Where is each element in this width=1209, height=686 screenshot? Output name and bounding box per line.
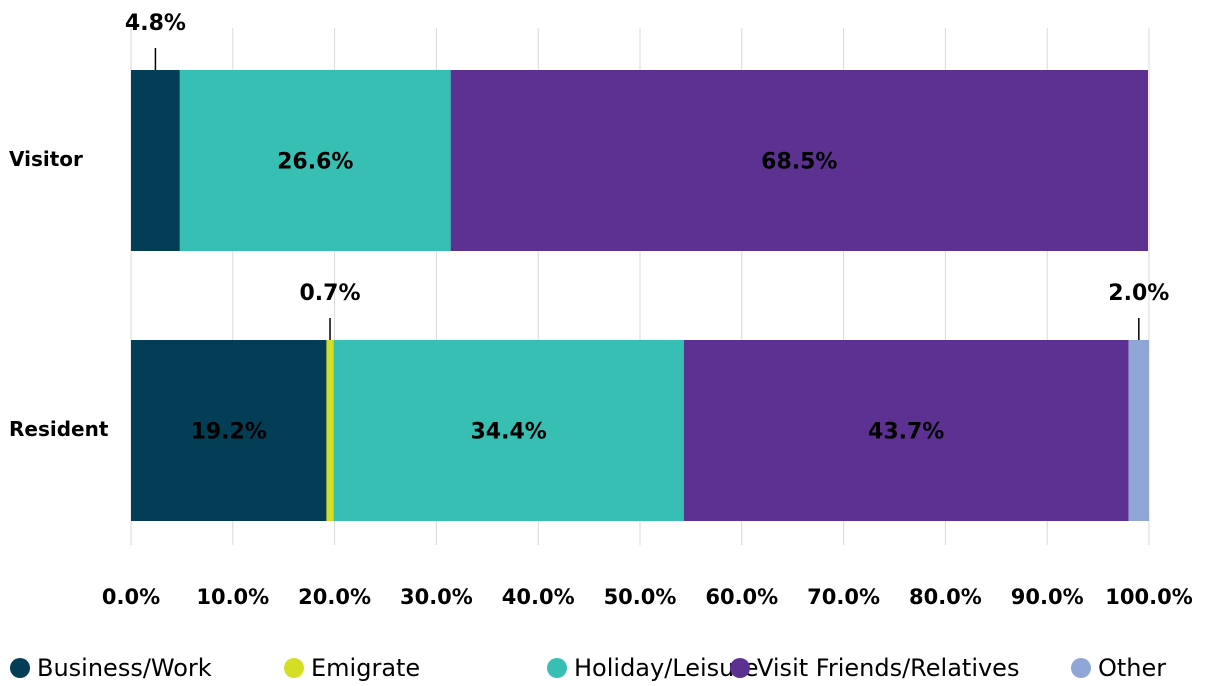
data-label: 43.7% (868, 420, 944, 445)
legend-swatch (1071, 658, 1091, 678)
legend-label: Business/Work (37, 654, 212, 682)
legend-swatch (730, 658, 750, 678)
data-label: 0.7% (300, 281, 361, 306)
bar-segment (131, 340, 327, 521)
legend-label: Visit Friends/Relatives (757, 654, 1019, 682)
x-tick-label: 30.0% (400, 585, 473, 609)
legend-label: Other (1098, 654, 1166, 682)
bar-segment (326, 340, 334, 521)
bar-segment (450, 70, 1148, 251)
x-tick-label: 20.0% (298, 585, 371, 609)
legend-label: Holiday/Leisure (574, 654, 759, 682)
x-tick-label: 10.0% (196, 585, 269, 609)
legend-swatch (547, 658, 567, 678)
legend-swatch (284, 658, 304, 678)
bar-segment (1128, 340, 1149, 521)
bar-segment (131, 70, 180, 251)
x-tick-label: 100.0% (1105, 585, 1192, 609)
x-tick-label: 80.0% (909, 585, 982, 609)
data-label: 19.2% (191, 420, 267, 445)
x-tick-label: 0.0% (102, 585, 160, 609)
x-tick-label: 40.0% (502, 585, 575, 609)
category-label: Visitor (9, 147, 83, 171)
data-label: 68.5% (761, 150, 837, 175)
data-label: 4.8% (125, 11, 186, 36)
x-tick-label: 70.0% (807, 585, 880, 609)
category-label: Resident (9, 417, 109, 441)
legend-swatch (10, 658, 30, 678)
bar-segment (179, 70, 451, 251)
legend-label: Emigrate (311, 654, 420, 682)
data-label: 2.0% (1108, 281, 1169, 306)
bar-segment (683, 340, 1129, 521)
bar-segment (333, 340, 684, 521)
x-tick-label: 90.0% (1011, 585, 1084, 609)
x-tick-label: 50.0% (604, 585, 677, 609)
data-label: 34.4% (471, 420, 547, 445)
data-label: 26.6% (277, 150, 353, 175)
x-tick-label: 60.0% (705, 585, 778, 609)
